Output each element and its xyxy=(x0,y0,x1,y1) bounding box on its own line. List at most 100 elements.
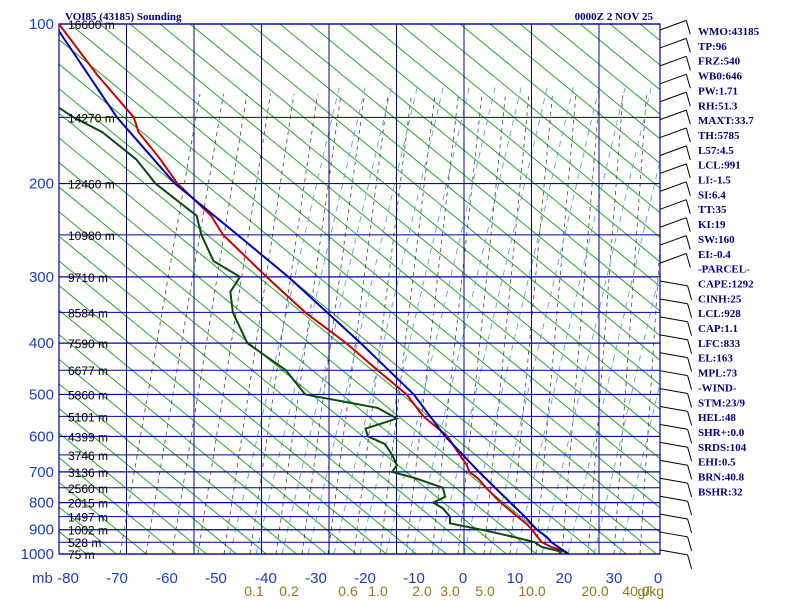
mixing-ratio-line xyxy=(333,83,445,554)
mixing-ratio-label: 0.2 xyxy=(279,583,299,599)
wind-barb-feather xyxy=(685,181,691,196)
dry-adiabat-line xyxy=(379,93,436,554)
index-entry: LCL:991 xyxy=(698,160,741,172)
wind-barb-shaft xyxy=(659,406,688,412)
temperature-tick-label: -10 xyxy=(403,570,425,587)
height-label: 528 m xyxy=(68,536,101,550)
dry-adiabat-line xyxy=(405,93,459,554)
mixing-ratio-line xyxy=(489,83,601,554)
wind-barb-shaft xyxy=(659,235,687,246)
dry-adiabat-line xyxy=(666,94,694,554)
wind-barb-feather xyxy=(687,339,693,354)
index-entry: CINH:25 xyxy=(698,293,742,305)
wind-barb-feather xyxy=(685,109,691,125)
isotherm-line xyxy=(59,88,628,554)
mixing-ratio-line xyxy=(541,83,653,554)
wind-barb-feather xyxy=(685,235,691,250)
mixing-ratio-line xyxy=(255,83,367,554)
dry-adiabat-line xyxy=(613,93,647,554)
dry-adiabat-line xyxy=(483,93,530,554)
isotherm-line xyxy=(59,284,388,554)
wind-barb-shaft xyxy=(659,495,688,502)
mixing-ratio-line xyxy=(437,83,549,554)
wind-barb-feather xyxy=(685,38,691,53)
mixing-ratio-label: 10.0 xyxy=(518,583,545,599)
height-label: 7590 m xyxy=(68,337,108,351)
index-entry: SHR+:0.0 xyxy=(698,427,745,439)
isotherm-line xyxy=(59,112,598,554)
wind-barb-feather xyxy=(685,163,691,179)
mixing-ratio-line xyxy=(593,270,660,554)
mixing-ratio-label: 0.6 xyxy=(338,583,358,599)
wind-barb-shaft xyxy=(659,531,688,538)
wind-barb-feather xyxy=(687,554,693,570)
temperature-tick-label: 10 xyxy=(507,570,524,587)
wind-barb-shaft xyxy=(659,352,688,359)
height-label: 12460 m xyxy=(68,178,115,192)
mixing-ratio-line xyxy=(515,83,627,554)
wind-barb-feather xyxy=(687,500,693,516)
pressure-tick-label: 200 xyxy=(29,176,54,193)
temperature-tick-label: -40 xyxy=(255,570,277,587)
isotherm-line xyxy=(129,24,660,460)
wind-barb-shaft xyxy=(659,37,687,49)
wind-barb-feather xyxy=(687,536,693,552)
mixing-ratio-label: 20.0 xyxy=(581,583,608,599)
temperature-tick-label: -30 xyxy=(305,570,327,587)
dry-adiabat-line xyxy=(119,93,201,554)
isotherm-line xyxy=(189,24,660,411)
index-entry: HEL:48 xyxy=(698,412,736,424)
wind-barb-shaft xyxy=(659,19,687,31)
wind-barb-shaft xyxy=(659,91,687,103)
wind-barb-shaft xyxy=(659,549,688,556)
mixing-ratio-line xyxy=(307,83,419,554)
wind-barb-shaft xyxy=(659,73,687,85)
temperature-tick-label: -50 xyxy=(205,570,227,587)
wind-barb-feather xyxy=(685,217,691,232)
wind-barb-shaft xyxy=(659,477,688,484)
profile-series xyxy=(59,24,569,554)
isotherm-line xyxy=(459,24,660,189)
index-entry: L57:4.5 xyxy=(698,145,734,157)
pressure-tick-label: 600 xyxy=(29,428,54,445)
pressure-tick-label: 800 xyxy=(29,495,54,512)
mixing-ratio-label: 3.0 xyxy=(440,583,460,599)
chart-time: 0000Z 2 NOV 25 xyxy=(575,11,654,23)
index-entry: EHI:0.5 xyxy=(698,457,736,469)
wind-barb-feather xyxy=(687,447,693,462)
height-label: 1002 m xyxy=(68,524,108,538)
wind-barb-shaft xyxy=(659,109,687,121)
isotherm-line xyxy=(59,38,660,534)
index-entry: MAXT:33.7 xyxy=(698,115,754,127)
wind-barb-feather xyxy=(687,357,693,372)
isotherm-line xyxy=(59,137,568,554)
isotherm-line xyxy=(369,24,660,263)
index-entry: PW:1.71 xyxy=(698,85,738,97)
mixing-ratio-label: 2.0 xyxy=(412,583,432,599)
wind-barb-feather xyxy=(685,91,691,107)
index-entry: KI:19 xyxy=(698,219,726,231)
isotherm-line xyxy=(59,383,268,554)
wind-barb-feather xyxy=(687,482,693,498)
wind-barb-shaft xyxy=(659,181,687,192)
wind-barb-feather xyxy=(685,199,691,214)
pressure-tick-label: 400 xyxy=(29,335,54,352)
wind-barb-shaft xyxy=(659,145,687,156)
index-panel: WMO:43185 TP:96 FRZ:540 WB0:646 PW:1.71 RH:51… xyxy=(698,26,760,498)
isotherm-line xyxy=(339,24,660,288)
height-label: 3136 m xyxy=(68,466,108,480)
wind-barb-feather xyxy=(687,518,693,534)
mixing-ratio-label: 5.0 xyxy=(475,583,495,599)
isotherm-line xyxy=(309,24,660,312)
wind-barb-feather xyxy=(685,253,691,268)
pressure-tick-label: 900 xyxy=(29,522,54,539)
wind-barb-shaft xyxy=(659,217,687,228)
temperature-tick-label: 0 xyxy=(459,570,467,587)
pressure-tick-label: 500 xyxy=(29,386,54,403)
index-entry: WMO:43185 xyxy=(698,26,760,38)
index-entry: WB0:646 xyxy=(698,71,743,83)
wind-barb-feather xyxy=(687,285,693,301)
temperature-tick-label: 0 xyxy=(654,570,662,587)
isotherm-line xyxy=(69,24,660,509)
height-label: 10980 m xyxy=(68,229,115,243)
